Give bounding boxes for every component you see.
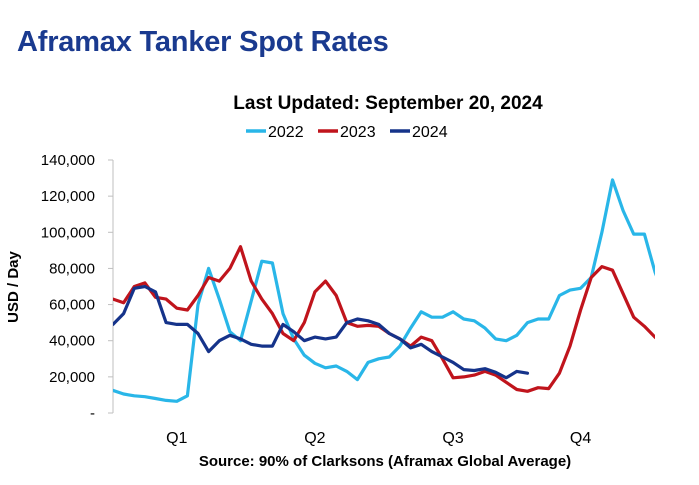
page-title: Aframax Tanker Spot Rates	[17, 26, 389, 58]
y-tick-label: -	[90, 405, 95, 422]
x-tick-label-q3: Q3	[442, 430, 463, 447]
x-axis-title: Source: 90% of Clarksons (Aframax Global…	[199, 453, 571, 470]
y-tick-label: 80,000	[49, 260, 95, 277]
x-tick-label-q2: Q2	[304, 430, 325, 447]
chart-title: Last Updated: September 20, 2024	[233, 93, 543, 114]
legend-label-2023: 2023	[340, 124, 376, 141]
plot-area	[113, 178, 655, 403]
y-tick-label: 60,000	[49, 297, 95, 314]
series-line-2024	[113, 284, 530, 380]
x-tick-label-q4: Q4	[570, 430, 591, 447]
y-axis-title: USD / Day	[5, 251, 22, 323]
series-line-2023	[113, 245, 655, 393]
y-tick-label: 120,000	[41, 188, 95, 205]
legend-label-2022: 2022	[268, 124, 304, 141]
y-tick-label: 100,000	[41, 224, 95, 241]
x-axis: Q1 Q2 Q3 Q4	[166, 430, 591, 447]
y-tick-label: 20,000	[49, 369, 95, 386]
y-tick-label: 140,000	[41, 152, 95, 169]
legend: 2022 2023 2024	[246, 124, 448, 141]
series-line-2022	[113, 178, 655, 403]
y-tick-label: 40,000	[49, 333, 95, 350]
y-axis: - 20,000 40,000 60,000 80,000 100,000 120,000 1…	[41, 152, 114, 422]
legend-label-2024: 2024	[412, 124, 448, 141]
x-tick-label-q1: Q1	[166, 430, 187, 447]
